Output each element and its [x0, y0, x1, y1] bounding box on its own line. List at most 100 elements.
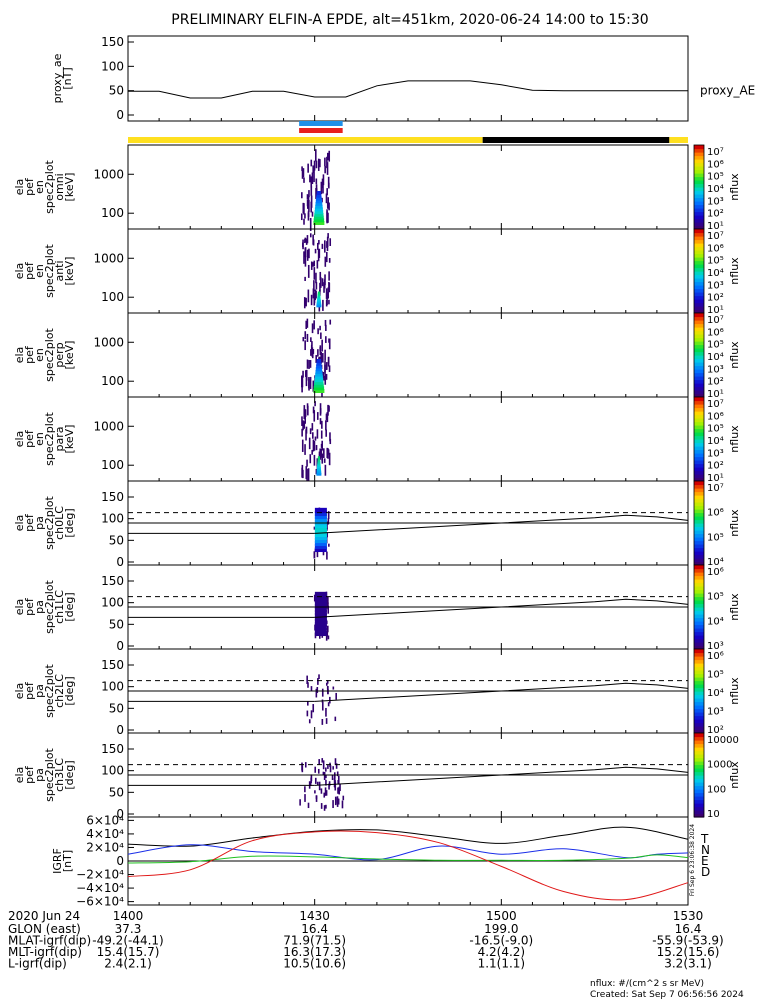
spec-anti-pixel — [307, 289, 310, 303]
spec-omni-pixel — [307, 210, 310, 217]
spec-omni-pixel — [315, 199, 322, 204]
orbit-row-value: -49.2(-44.1) — [92, 934, 163, 948]
spec-para-pixel — [315, 445, 318, 451]
spec-perp-pixel — [304, 331, 307, 340]
spec-perp-frame — [127, 312, 689, 398]
spec-omni-colorbar-cell — [694, 148, 704, 153]
spec-perp-pixel — [317, 349, 319, 357]
pa-ch2LC-colorbar-cell — [694, 656, 704, 661]
proxy-ae-ytick-label: 150 — [101, 35, 124, 49]
pa-ch2LC-colorbar-cell — [694, 719, 704, 724]
x-tick-label: 1530 — [673, 909, 704, 923]
spec-perp-colorbar-cell — [694, 386, 704, 391]
spec-anti-pixel — [316, 242, 319, 250]
spec-anti-pixel — [319, 282, 321, 292]
pa-ch3LC-pixel — [299, 799, 301, 806]
pa-ch2LC-ylabel-line: [deg] — [63, 676, 76, 705]
spec-anti-ylabel-line: anti — [53, 260, 66, 281]
pa-ch0LC-colorbar-cell — [694, 558, 704, 563]
spec-anti-pixel — [328, 299, 330, 305]
pa-ch2LC-colorbar-cell — [694, 715, 704, 720]
spec-omni-colorbar-tick: 10⁵ — [707, 172, 724, 183]
pa-ch1LC-ylabel-line: ch1LC — [53, 590, 66, 624]
spec-para-pixel — [302, 420, 304, 431]
spec-anti-colorbar-label: nflux — [728, 257, 741, 285]
x-tick-label: 1500 — [486, 909, 517, 923]
spec-anti-ylabel-line: pef — [23, 261, 36, 280]
pa-ch1LC-colorbar-tick: 10⁶ — [707, 567, 724, 578]
spec-omni-colorbar-cell — [694, 176, 704, 181]
created-note: Created: Sat Sep 7 06:56:56 2024 — [590, 990, 744, 1000]
spec-anti-colorbar-cell — [694, 309, 704, 314]
pa-ch2LC-colorbar-cell — [694, 698, 704, 703]
spec-omni-pixel — [322, 183, 324, 194]
pa-ch2LC-pixel — [317, 678, 319, 685]
spec-anti-pixel — [316, 301, 321, 304]
spec-para-colorbar-tick: 10³ — [707, 448, 724, 459]
pa-ch0LC-ylabel-line: spec2plot — [43, 496, 56, 550]
spec-perp-pixel — [310, 349, 312, 356]
pa-ch3LC-pixel — [318, 781, 321, 791]
pa-ch3LC-pixel — [334, 796, 337, 806]
spec-perp-pixel — [302, 370, 304, 378]
pa-ch0LC-colorbar-cell — [694, 547, 704, 552]
spec-perp-pixel — [325, 373, 328, 380]
spec-perp-pixel — [313, 320, 315, 330]
spec-anti-colorbar-cell — [694, 253, 704, 258]
pa-ch3LC-pixel — [342, 795, 345, 801]
pa-ch0LC-colorbar-cell — [694, 519, 704, 524]
pa-ch0LC-colorbar-tick: 10⁴ — [707, 557, 724, 568]
spec-perp-pixel — [324, 373, 327, 385]
spec-perp-pixel — [305, 369, 308, 381]
spec-anti-pixel — [328, 271, 330, 281]
spec-anti-pixel — [312, 262, 314, 267]
spec-omni-pixel — [325, 193, 328, 204]
spec-para-pixel — [321, 453, 324, 464]
pa-ch1LC-ylabel-line: ela — [13, 599, 26, 616]
pa-ch3LC-pixel — [304, 794, 306, 802]
spec-para-pixel — [307, 405, 309, 416]
pa-ch3LC-colorbar-cell — [694, 733, 704, 738]
spec-omni-pixel — [314, 212, 324, 217]
spec-para-colorbar-tick: 10⁴ — [707, 436, 724, 447]
spec-para-colorbar-tick: 10² — [707, 461, 724, 472]
pa-ch0LC-colorbar-tick: 10⁵ — [707, 532, 724, 543]
spec-perp-colorbar-cell — [694, 323, 704, 328]
spec-para-colorbar-cell — [694, 400, 704, 405]
spec-perp-pixel — [315, 372, 323, 377]
spec-para-ylabel-line: en — [33, 432, 46, 446]
pa-ch3LC-ytick-label: 0 — [116, 807, 124, 821]
spec-perp-pixel — [317, 328, 319, 335]
spec-perp-pixel — [315, 369, 323, 374]
pa-ch1LC-colorbar-cell — [694, 579, 704, 584]
pa-ch3LC-colorbar-tick: 10000 — [707, 735, 739, 746]
spec-anti-pixel — [314, 248, 317, 254]
pa-ch1LC-colorbar-cell — [694, 572, 704, 577]
pa-ch2LC-pixel — [325, 718, 328, 724]
spec-anti-pixel — [320, 277, 322, 288]
spec-anti-colorbar-cell — [694, 236, 704, 241]
pa-ch3LC-ylabel-line: pef — [23, 765, 36, 784]
pa-ch0LC-colorbar-cell — [694, 551, 704, 556]
pa-ch0LC-pixel — [314, 522, 327, 529]
spec-anti-colorbar-tick: 10¹ — [707, 305, 724, 316]
pa-ch0LC-pixel — [328, 543, 330, 547]
pa-ch3LC-ylabel-line: ch3LC — [53, 758, 66, 792]
pa-ch1LC-pixel — [326, 631, 329, 637]
pa-ch0LC-pixel — [314, 537, 327, 544]
igrf-ytick-label: 0 — [116, 854, 124, 868]
spec-para-pixel — [317, 463, 321, 467]
spec-omni-pixel — [309, 174, 311, 183]
spec-para-pixels — [301, 401, 332, 481]
spec-anti-ylabel-line: en — [33, 264, 46, 278]
spec-omni-pixel — [308, 199, 310, 212]
spec-omni-pixel — [314, 207, 323, 212]
pa-ch3LC-colorbar-label: nflux — [728, 761, 741, 789]
orbit-row-value: 2.4(2.1) — [104, 957, 152, 971]
pa-ch1LC-pixel — [314, 624, 327, 631]
spec-anti-pixel — [316, 300, 321, 303]
pa-ch3LC-pixel — [332, 800, 334, 809]
spec-omni-ytick-label: 100 — [101, 206, 124, 220]
pa-ch0LC-colorbar-cell — [694, 540, 704, 545]
